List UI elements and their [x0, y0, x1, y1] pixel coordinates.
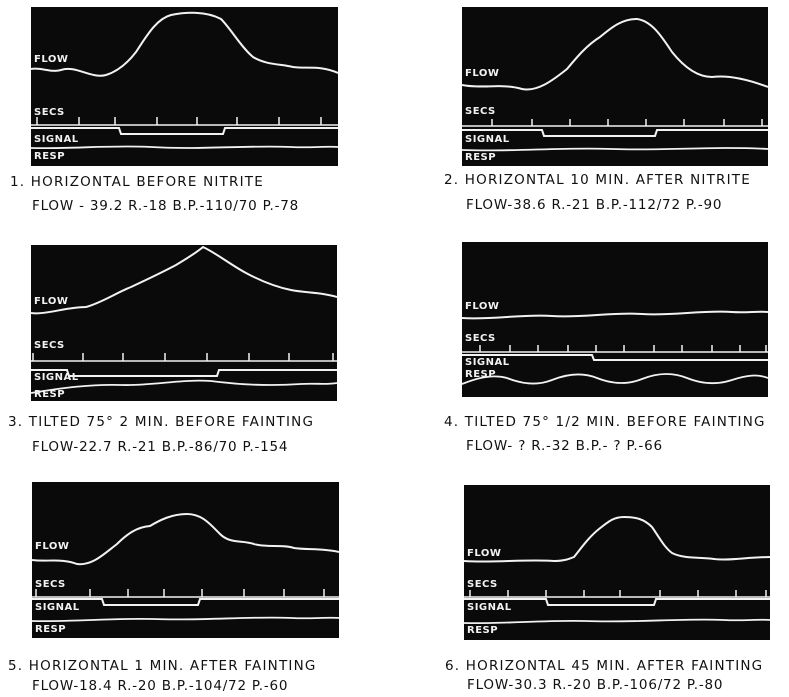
signal-label: SIGNAL: [34, 134, 79, 145]
flow-label: FLOW: [34, 54, 69, 65]
trace-plot-4: [462, 310, 768, 385]
trace-plot-2: [462, 17, 768, 152]
signal-label: SIGNAL: [465, 134, 510, 145]
trace-plot-5: [32, 512, 339, 623]
flow-trace: [462, 310, 768, 320]
secs-label: SECS: [465, 333, 496, 344]
secs-label: SECS: [465, 106, 496, 117]
signal-trace: [31, 127, 338, 135]
resp-label: RESP: [465, 152, 497, 163]
trace-panel-1: FLOW SECS SIGNAL RESP: [31, 7, 338, 166]
panel-1-stats: FLOW - 39.2 R.-18 B.P.-110/70 P.-78: [32, 198, 300, 214]
trace-plot-6: [464, 515, 770, 625]
signal-trace: [462, 129, 768, 137]
signal-trace: [462, 354, 768, 361]
secs-trace: [462, 345, 768, 353]
resp-label: RESP: [465, 369, 497, 380]
flow-label: FLOW: [467, 548, 502, 559]
trace-panel-3: FLOW SECS SIGNAL RESP: [31, 245, 337, 401]
trace-plot-3: [31, 245, 337, 394]
resp-label: RESP: [467, 625, 499, 636]
panel-5-caption: 5. HORIZONTAL 1 MIN. AFTER FAINTING: [8, 658, 317, 674]
secs-trace: [31, 117, 338, 126]
panel-2-stats: FLOW-38.6 R.-21 B.P.-112/72 P.-90: [466, 197, 723, 213]
signal-label: SIGNAL: [465, 357, 510, 368]
trace-plot-1: [31, 11, 338, 150]
signal-trace: [464, 598, 770, 606]
flow-label: FLOW: [34, 296, 69, 307]
resp-label: RESP: [35, 624, 67, 635]
resp-trace: [31, 379, 337, 394]
flow-trace: [464, 515, 770, 563]
resp-trace: [462, 373, 768, 385]
panel-3-caption: 3. TILTED 75° 2 MIN. BEFORE FAINTING: [8, 414, 315, 430]
panel-4-stats: FLOW- ? R.-32 B.P.- ? P.-66: [466, 438, 663, 454]
panel-5-stats: FLOW-18.4 R.-20 B.P.-104/72 P.-60: [32, 678, 289, 694]
flow-trace: [32, 512, 339, 566]
trace-panel-5: FLOW SECS SIGNAL RESP: [32, 482, 339, 638]
resp-trace: [462, 147, 768, 152]
panel-6-stats: FLOW-30.3 R.-20 B.P.-106/72 P.-80: [467, 677, 724, 693]
signal-label: SIGNAL: [34, 372, 79, 383]
flow-trace: [462, 17, 768, 91]
flow-label: FLOW: [465, 301, 500, 312]
resp-trace: [32, 616, 339, 623]
flow-trace: [31, 11, 338, 77]
signal-trace: [31, 369, 337, 377]
panel-2-caption: 2. HORIZONTAL 10 MIN. AFTER NITRITE: [444, 172, 751, 188]
secs-label: SECS: [34, 107, 65, 118]
secs-trace: [464, 590, 770, 598]
secs-label: SECS: [34, 340, 65, 351]
secs-trace: [31, 353, 337, 362]
flow-trace: [31, 245, 337, 315]
secs-trace: [462, 119, 768, 127]
trace-panel-4: FLOW SECS SIGNAL RESP: [462, 242, 768, 397]
signal-trace: [32, 598, 339, 606]
secs-trace: [32, 589, 339, 598]
resp-label: RESP: [34, 389, 66, 400]
flow-label: FLOW: [465, 68, 500, 79]
panel-6-caption: 6. HORIZONTAL 45 MIN. AFTER FAINTING: [445, 658, 764, 674]
resp-trace: [464, 618, 770, 625]
resp-trace: [31, 145, 338, 150]
secs-label: SECS: [467, 579, 498, 590]
trace-panel-2: FLOW SECS SIGNAL RESP: [462, 7, 768, 166]
panel-3-stats: FLOW-22.7 R.-21 B.P.-86/70 P.-154: [32, 439, 289, 455]
resp-label: RESP: [34, 151, 66, 162]
flow-label: FLOW: [35, 541, 70, 552]
secs-label: SECS: [35, 579, 66, 590]
signal-label: SIGNAL: [35, 602, 80, 613]
panel-1-caption: 1. HORIZONTAL BEFORE NITRITE: [10, 174, 264, 190]
signal-label: SIGNAL: [467, 602, 512, 613]
panel-4-caption: 4. TILTED 75° 1/2 MIN. BEFORE FAINTING: [444, 414, 766, 430]
trace-panel-6: FLOW SECS SIGNAL RESP: [464, 485, 770, 640]
